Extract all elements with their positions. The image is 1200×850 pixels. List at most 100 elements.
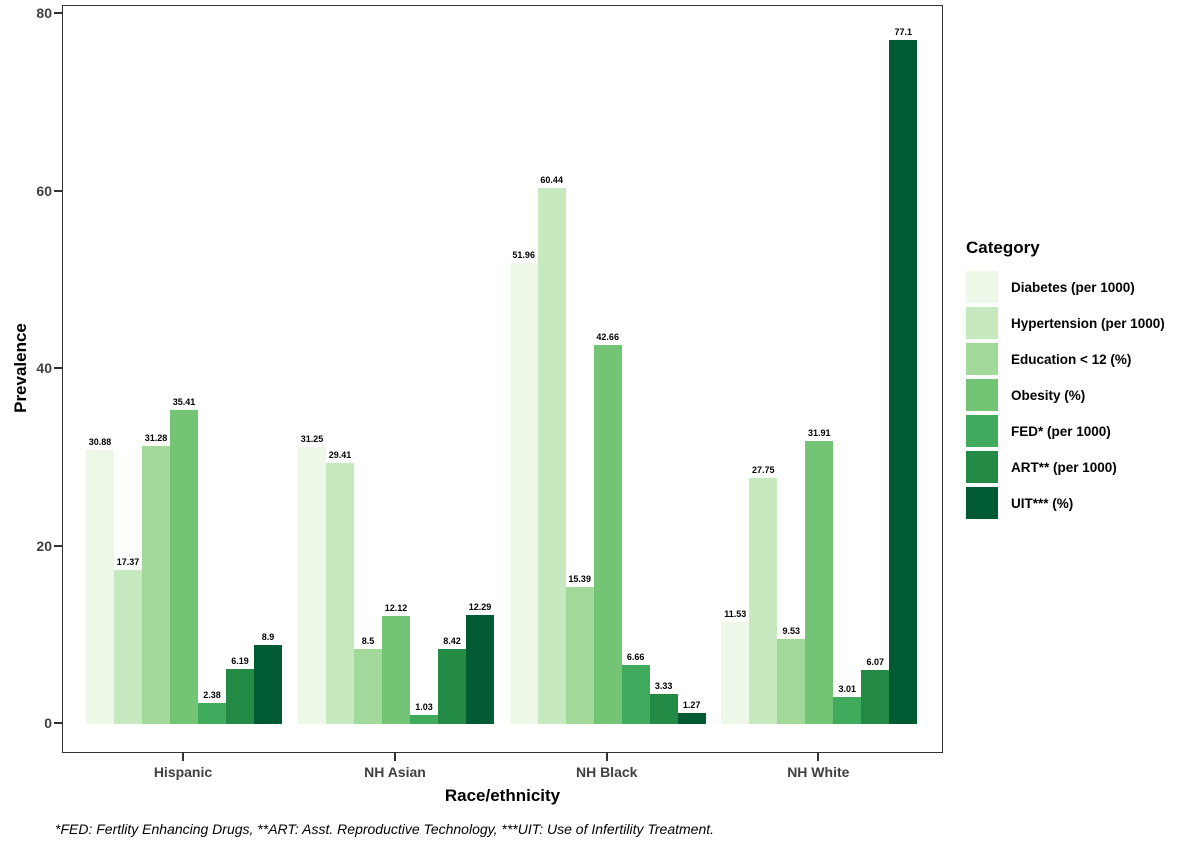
legend-item: Obesity (%) [966,379,1165,411]
legend-swatch [966,307,998,339]
bar-value-label: 8.42 [443,636,461,647]
y-tick-mark [54,722,62,724]
x-tick-label: NH White [787,764,850,780]
legend-item: UIT*** (%) [966,487,1165,519]
bar-value-label: 6.07 [866,657,885,668]
bar [749,477,778,724]
legend-swatch [966,271,998,303]
bar [354,648,382,724]
plot-panel: 30.88 17.37 31.28 35.41 2.38 6.19 8.9 31.25 29.4… [62,5,943,753]
bar-value-label: 2.38 [203,689,221,700]
bar-value-label: 3.01 [838,684,857,695]
legend-item: Education < 12 (%) [966,343,1165,375]
bar-value-label: 11.53 [724,608,747,619]
bar [226,669,254,724]
x-tick-label: NH Black [575,764,638,780]
bar-value-label: 6.19 [231,656,249,667]
bar [142,446,170,724]
bar-value-label: 31.28 [144,433,168,444]
bar [721,621,750,724]
bar [649,694,678,724]
footnote: *FED: Fertlity Enhancing Drugs, **ART: A… [55,821,715,837]
legend-item-label: Diabetes (per 1000) [1011,279,1135,295]
bar-value-label: 8.5 [361,635,375,646]
legend-item-label: Education < 12 (%) [1011,351,1132,367]
legend-items: Diabetes (per 1000) Hypertension (per 100… [966,271,1165,519]
x-tick-mark [394,753,396,761]
x-tick-mark [182,753,184,761]
y-tick-label: 40 [36,360,52,376]
legend-swatch [966,451,998,483]
bar [565,587,594,724]
x-tick-label: NH Asian [364,764,426,780]
legend-swatch [966,379,998,411]
bar [298,446,326,724]
bar [777,639,806,724]
legend-swatch [966,415,998,447]
legend-swatch [966,487,998,519]
y-tick-mark [54,12,62,14]
bar-value-label: 12.12 [384,603,408,614]
legend-item: ART** (per 1000) [966,451,1165,483]
bar-value-label: 51.96 [512,249,535,260]
y-axis-title: Prevalence [11,323,30,413]
bar-value-label: 12.29 [468,601,492,612]
bar [382,616,410,724]
bar-value-label: 30.88 [88,436,112,447]
x-tick-label: Hispanic [153,764,213,780]
bar-value-label: 27.75 [752,464,775,475]
legend: Category Diabetes (per 1000) Hypertension… [966,238,1165,523]
bar-value-label: 1.27 [682,699,701,710]
bar [537,187,566,724]
y-tick-label: 60 [36,182,52,199]
bar-value-label: 60.44 [540,174,563,185]
bar [805,440,834,724]
y-tick-mark [54,189,62,192]
legend-item-label: ART** (per 1000) [1011,459,1117,475]
legend-item-label: Hypertension (per 1000) [1011,315,1165,331]
bar [86,449,114,724]
x-tick-mark [817,753,820,761]
y-tick-mark [54,367,62,369]
bar [198,702,226,724]
legend-item-label: UIT*** (%) [1011,495,1074,511]
bar [170,409,198,724]
bar [466,614,494,724]
y-tick-mark [54,544,62,547]
bar [861,670,890,724]
bar-value-label: 77.1 [894,26,913,37]
bar-value-label: 29.41 [328,449,352,460]
bar [833,697,862,724]
bar [326,462,354,724]
bar-value-label: 17.37 [116,556,140,567]
bar-value-label: 31.25 [300,433,324,444]
legend-item: FED* (per 1000) [966,415,1165,447]
bar-value-label: 1.03 [415,701,433,712]
bar [438,649,466,724]
bar-value-label: 8.9 [261,632,275,642]
legend-item: Hypertension (per 1000) [966,307,1165,339]
legend-item: Diabetes (per 1000) [966,271,1165,303]
bar [889,39,918,724]
legend-swatch [966,343,998,375]
bar [621,664,650,724]
bar [254,645,282,724]
bar-value-label: 31.91 [808,427,831,438]
bar-value-label: 3.33 [654,681,673,692]
bar [677,712,706,724]
y-tick-label: 80 [36,5,52,21]
x-axis-title: Race/ethnicity [444,786,561,805]
bar-value-label: 15.39 [568,574,591,585]
bar-value-label: 42.66 [596,332,619,343]
legend-item-label: FED* (per 1000) [1011,423,1111,439]
bar-value-label: 6.66 [626,651,645,662]
bar [593,345,622,724]
legend-item-label: Obesity (%) [1011,387,1086,403]
legend-title: Category [966,238,1040,257]
x-tick-mark [605,753,608,761]
bar [114,569,142,724]
y-tick-label: 0 [44,715,52,731]
bar-value-label: 35.41 [172,396,196,407]
bar [509,262,538,724]
